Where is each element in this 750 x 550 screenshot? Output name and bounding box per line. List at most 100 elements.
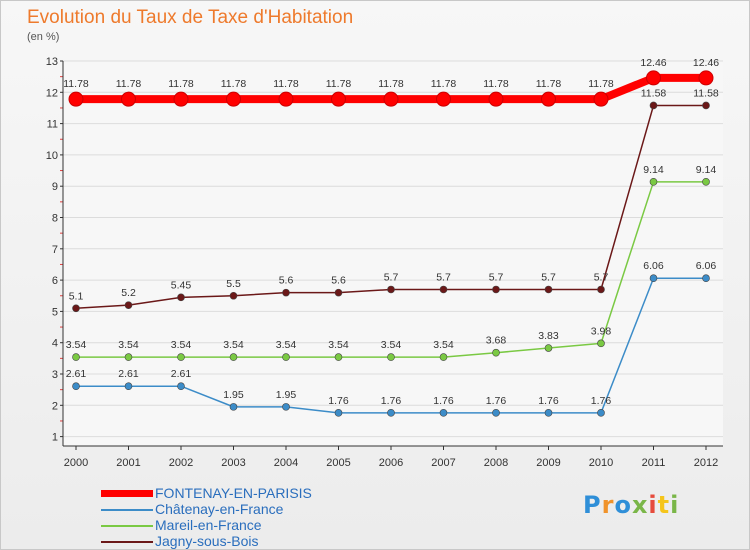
data-label: 11.78 <box>326 78 352 90</box>
data-point <box>646 70 661 86</box>
logo-letter: P <box>583 491 602 519</box>
legend-label: Jagny-sous-Bois <box>155 533 259 549</box>
logo-letter: i <box>648 491 658 519</box>
legend-swatch <box>101 524 153 527</box>
plot-area <box>63 61 723 446</box>
data-label: 11.78 <box>483 78 509 90</box>
legend-item: Châtenay-en-France <box>101 502 401 517</box>
y-tick-label: 9 <box>52 181 58 193</box>
data-point <box>229 291 238 300</box>
data-point <box>649 178 658 186</box>
data-label: 2.61 <box>66 368 87 380</box>
data-label: 3.54 <box>223 339 244 351</box>
data-label: 5.6 <box>331 275 346 287</box>
data-label: 1.76 <box>591 395 612 407</box>
data-point <box>124 301 133 309</box>
legend-label: Mareil-en-France <box>155 517 262 533</box>
legend-item: Jagny-sous-Bois <box>101 534 401 549</box>
proxiti-logo: Proxiti <box>583 491 679 519</box>
data-label: 3.54 <box>171 339 192 351</box>
data-label: 5.45 <box>171 279 192 291</box>
data-label: 3.83 <box>538 330 559 342</box>
data-label: 5.7 <box>594 271 609 283</box>
data-label: 3.98 <box>591 325 612 337</box>
data-point <box>282 288 290 297</box>
data-point <box>544 409 553 417</box>
data-label: 1.76 <box>381 395 402 407</box>
data-label: 5.7 <box>489 271 504 283</box>
y-tick-label: 5 <box>52 306 58 318</box>
data-point <box>387 285 395 294</box>
data-point <box>387 409 395 417</box>
data-label: 1.76 <box>328 395 349 407</box>
data-point <box>492 348 500 357</box>
y-tick-label: 12 <box>46 87 58 99</box>
y-tick-label: 2 <box>52 400 58 412</box>
y-tick-label: 8 <box>52 213 58 225</box>
logo-letter: o <box>614 491 632 519</box>
data-label: 5.7 <box>384 271 399 283</box>
chart-legend: FONTENAY-EN-PARISIS Châtenay-en-France Mar… <box>101 486 401 549</box>
legend-swatch <box>101 540 153 543</box>
data-point <box>597 339 605 348</box>
legend-label: Châtenay-en-France <box>155 501 284 517</box>
data-label: 1.76 <box>538 395 559 407</box>
y-tick-label: 1 <box>52 432 58 444</box>
data-label: 6.06 <box>696 260 717 272</box>
data-point <box>544 344 553 352</box>
data-label: 3.68 <box>486 335 507 347</box>
data-label: 12.46 <box>693 57 719 69</box>
data-label: 11.78 <box>273 78 299 90</box>
y-tick-label: 13 <box>46 56 58 68</box>
x-tick-label: 2011 <box>642 457 666 469</box>
data-label: 2.61 <box>118 368 139 380</box>
data-point <box>702 178 710 186</box>
x-tick-label: 2003 <box>221 457 245 469</box>
x-tick-label: 2001 <box>116 457 140 469</box>
data-label: 11.78 <box>116 78 142 90</box>
data-point <box>488 91 504 107</box>
data-point <box>72 382 80 391</box>
data-label: 11.78 <box>63 78 89 90</box>
x-tick-label: 2005 <box>326 457 350 469</box>
x-tick-label: 2012 <box>694 457 718 469</box>
data-label: 5.7 <box>436 271 451 283</box>
data-label: 11.78 <box>588 78 614 90</box>
data-label: 5.6 <box>279 275 294 287</box>
chart-title: Evolution du Taux de Taxe d'Habitation <box>27 7 354 28</box>
data-point <box>124 353 133 361</box>
data-label: 5.5 <box>226 278 241 290</box>
data-point <box>383 91 399 107</box>
data-label: 3.54 <box>381 339 402 351</box>
y-tick-label: 3 <box>52 369 58 381</box>
data-point <box>282 403 290 411</box>
data-point <box>541 91 556 107</box>
data-label: 3.54 <box>433 339 454 351</box>
data-label: 9.14 <box>696 164 717 176</box>
data-point <box>597 285 605 294</box>
data-point <box>331 91 346 107</box>
y-tick-label: 7 <box>52 244 58 256</box>
data-point <box>278 91 294 107</box>
data-label: 6.06 <box>643 260 664 272</box>
x-tick-label: 2009 <box>536 457 560 469</box>
logo-letter: t <box>657 491 671 519</box>
data-label: 3.54 <box>118 339 139 351</box>
data-label: 1.76 <box>486 395 507 407</box>
data-label: 9.14 <box>643 164 664 176</box>
data-point <box>334 353 343 361</box>
data-point <box>698 70 714 86</box>
data-point <box>177 293 185 302</box>
logo-letter: x <box>631 491 649 519</box>
chart-subtitle: (en %) <box>27 31 60 43</box>
data-point <box>439 409 448 417</box>
data-label: 12.46 <box>640 57 666 69</box>
data-point <box>597 409 605 417</box>
data-label: 1.76 <box>433 395 454 407</box>
data-point <box>492 409 500 417</box>
y-tick-label: 10 <box>46 150 58 162</box>
data-point <box>436 91 451 107</box>
logo-letter: i <box>670 491 680 519</box>
